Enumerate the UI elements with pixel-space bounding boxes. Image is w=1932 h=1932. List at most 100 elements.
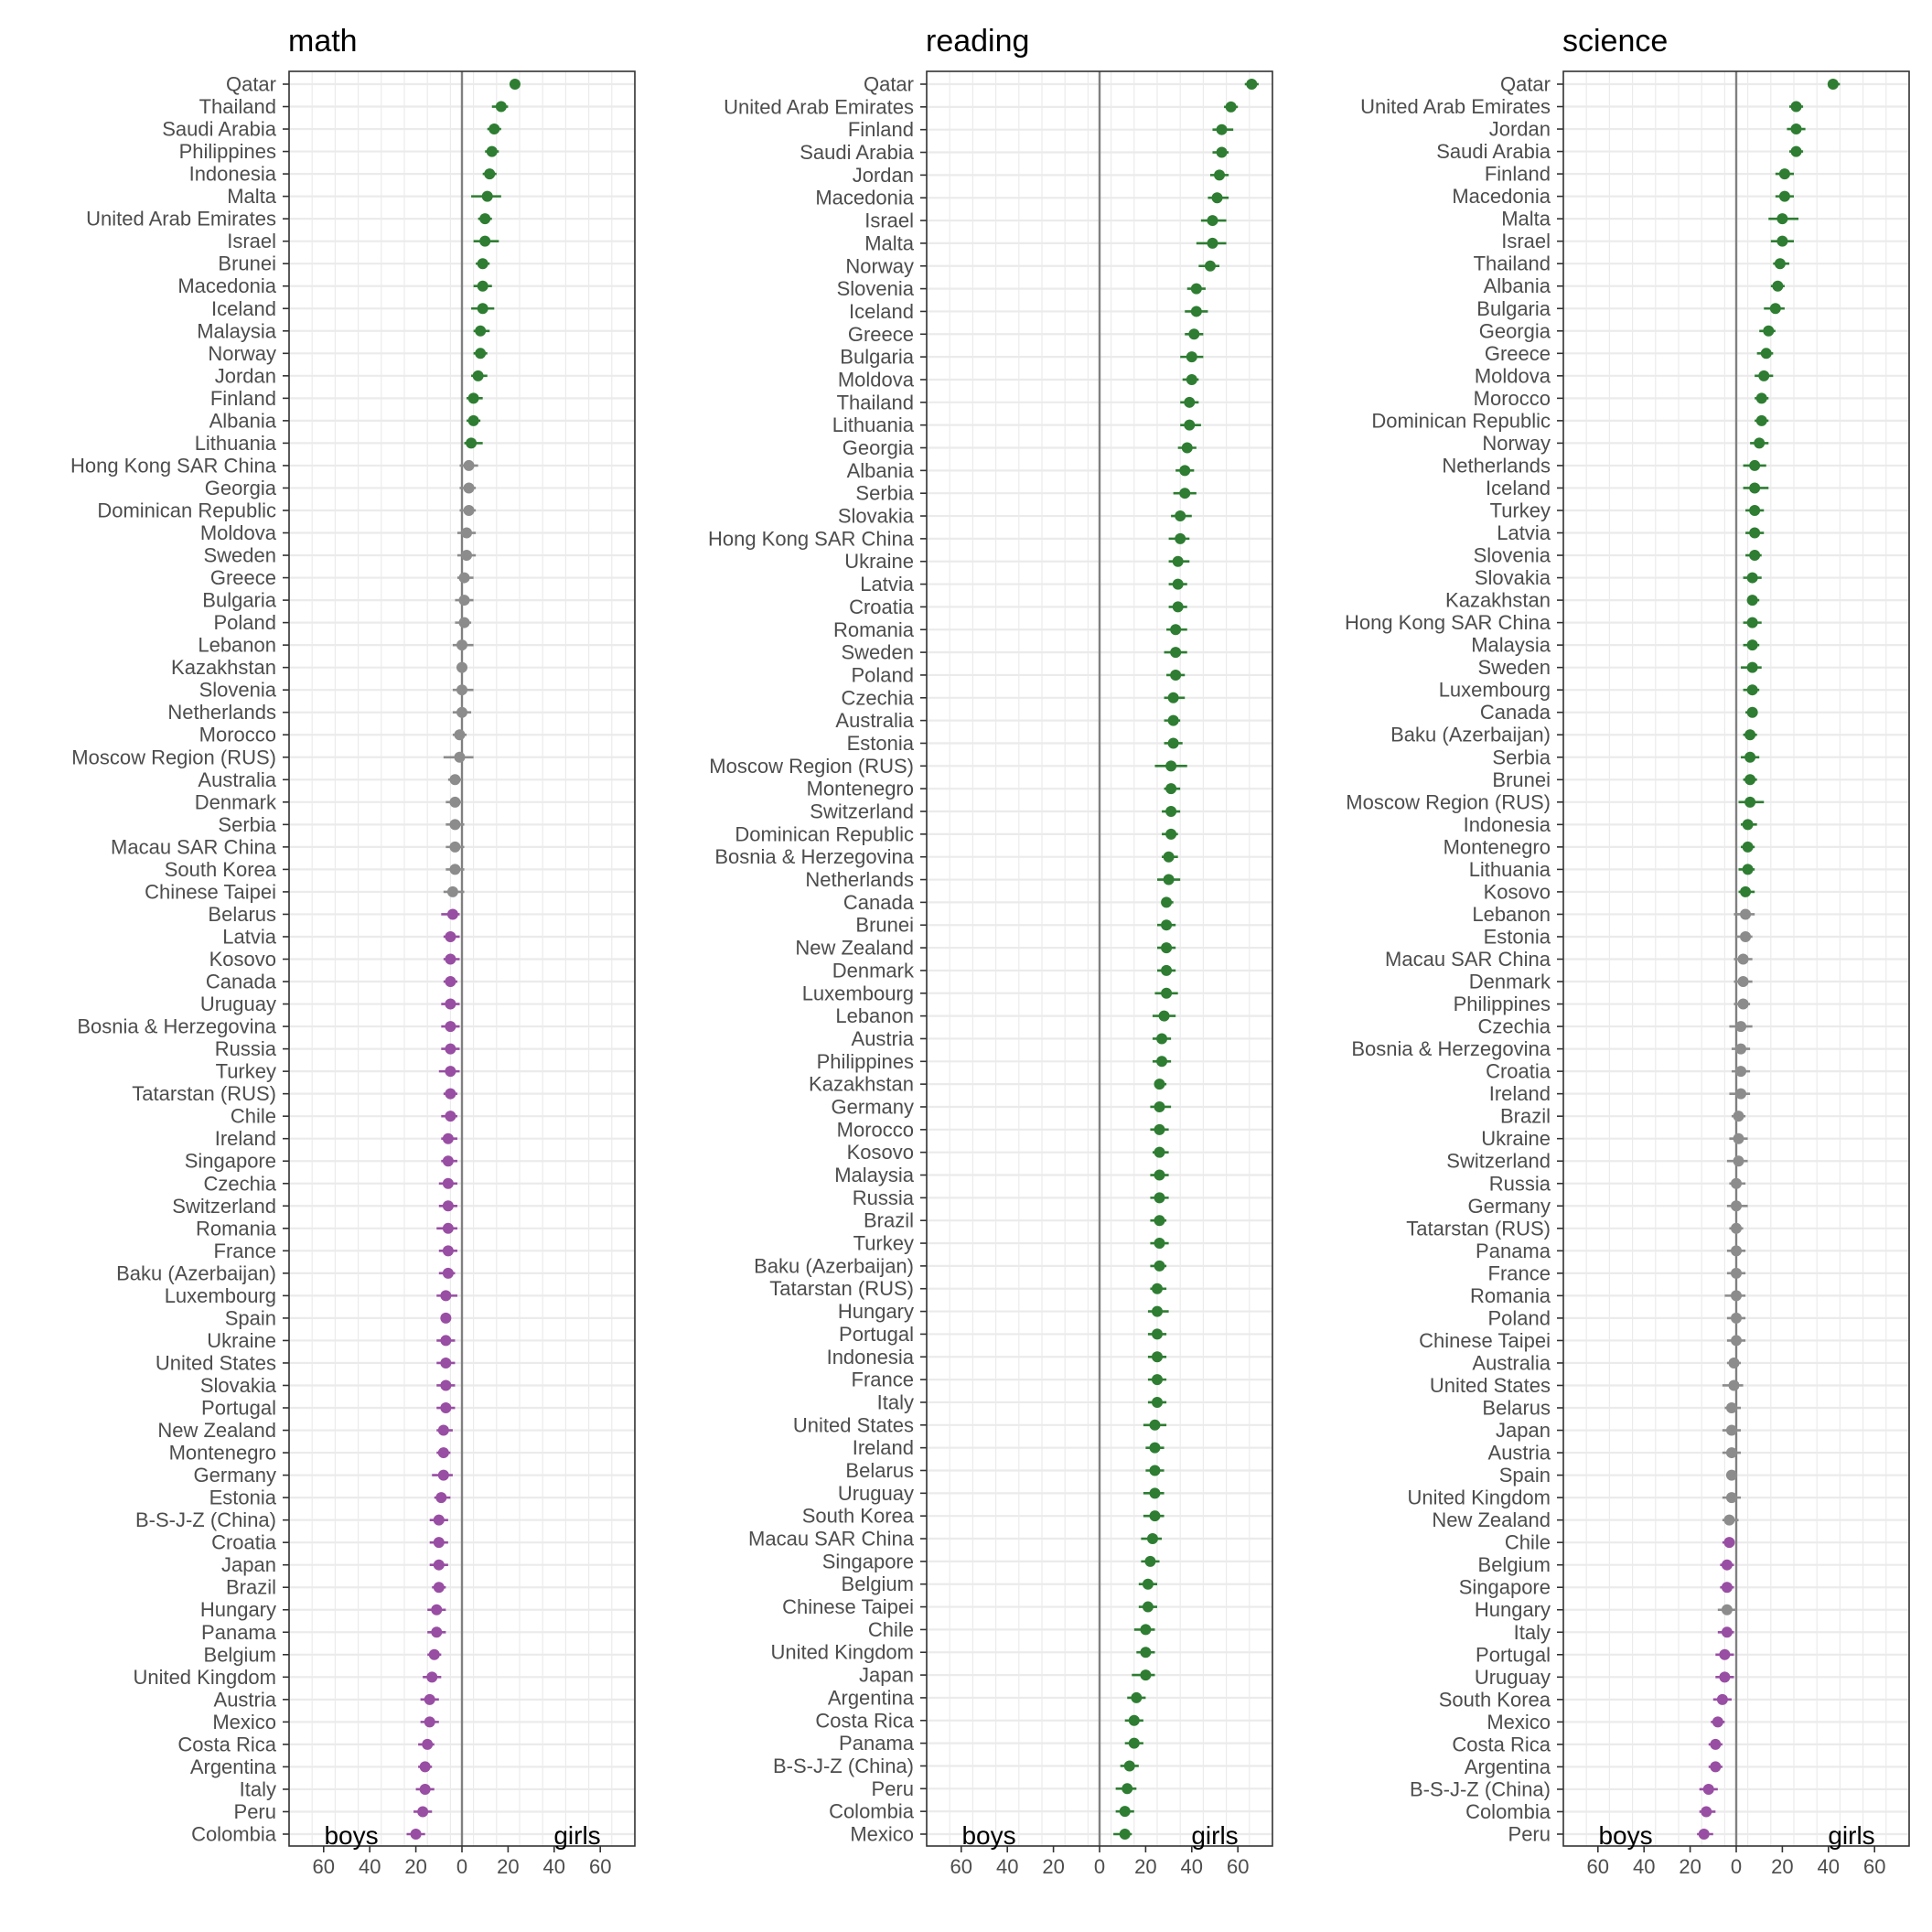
country-label: Macedonia [177, 274, 276, 297]
data-point [1772, 280, 1784, 292]
data-point [445, 1088, 456, 1100]
x-tick-label: 60 [950, 1855, 972, 1878]
data-point [1152, 1283, 1163, 1294]
country-label: Austria [214, 1688, 277, 1711]
data-point [1774, 258, 1786, 270]
data-point [1778, 190, 1790, 202]
data-point [1161, 896, 1173, 908]
country-label: Macau SAR China [748, 1528, 915, 1551]
data-point [433, 1559, 445, 1571]
data-point [1152, 1396, 1163, 1408]
country-label: Netherlands [805, 868, 914, 891]
data-point [433, 1537, 445, 1549]
country-label: Brazil [1500, 1105, 1551, 1128]
data-point [1746, 684, 1758, 696]
country-label: Bosnia & Herzegovina [714, 845, 914, 868]
data-point [458, 572, 470, 584]
country-label: Moscow Region (RUS) [1346, 790, 1551, 813]
data-point [440, 1402, 452, 1414]
data-point [1749, 527, 1761, 539]
x-tick-label: 0 [456, 1855, 467, 1878]
country-label: Canada [1480, 701, 1551, 724]
country-label: Kosovo [209, 948, 276, 971]
data-point [1142, 1578, 1154, 1590]
country-label: Turkey [1490, 499, 1551, 521]
country-label: Moldova [200, 521, 277, 544]
country-label: Chile [231, 1105, 276, 1128]
country-label: Switzerland [810, 800, 914, 823]
x-tick-label: 40 [1818, 1855, 1840, 1878]
country-label: Sweden [841, 641, 914, 664]
data-point [1746, 595, 1758, 606]
country-label: Kazakhstan [1445, 589, 1551, 612]
country-label: Italy [240, 1777, 276, 1800]
panel-title: reading [926, 24, 1029, 59]
data-point [458, 595, 470, 606]
country-label: Estonia [209, 1487, 277, 1509]
data-point [1749, 459, 1761, 471]
x-tick-label: 20 [1679, 1855, 1701, 1878]
data-point [1184, 396, 1196, 408]
data-point [449, 774, 461, 786]
country-label: Lithuania [195, 432, 277, 455]
data-point [445, 953, 456, 965]
data-point [1152, 1328, 1163, 1340]
country-label: Uruguay [200, 993, 276, 1015]
data-point [1721, 1626, 1733, 1638]
country-label: Jordan [1489, 118, 1551, 141]
country-label: Israel [227, 230, 276, 252]
data-point [1204, 260, 1216, 272]
data-point [1776, 213, 1788, 225]
country-label: Malaysia [834, 1164, 915, 1186]
country-label: Portugal [1476, 1643, 1551, 1666]
data-point [1778, 168, 1790, 180]
country-label: Moldova [1475, 364, 1551, 387]
data-point [461, 550, 473, 562]
data-point [449, 841, 461, 853]
country-label: Morocco [1474, 387, 1551, 410]
country-label: Baku (Azerbaijan) [754, 1254, 914, 1277]
data-point [431, 1626, 443, 1638]
country-label: Finland [1485, 163, 1551, 186]
country-label: South Korea [165, 858, 277, 881]
country-label: Australia [198, 768, 276, 791]
data-point [437, 1447, 449, 1459]
data-point [1142, 1601, 1154, 1613]
country-label: Iceland [211, 297, 276, 320]
data-point [479, 213, 491, 225]
data-point [1207, 237, 1218, 249]
data-point [1154, 1192, 1165, 1204]
country-label: Singapore [822, 1550, 914, 1572]
country-label: United Kingdom [1407, 1487, 1551, 1509]
x-tick-label: 40 [359, 1855, 381, 1878]
data-point [442, 1132, 454, 1144]
country-label: Slovenia [1474, 544, 1551, 567]
data-point [1749, 482, 1761, 494]
country-label: Macau SAR China [111, 835, 277, 858]
country-label: Israel [864, 209, 914, 232]
data-point [1755, 392, 1767, 404]
country-label: Ukraine [1481, 1127, 1551, 1150]
data-point [445, 1066, 456, 1078]
country-label: Lithuania [1469, 858, 1551, 881]
data-point [445, 1021, 456, 1033]
country-label: Colombia [1465, 1800, 1551, 1823]
country-label: Singapore [1459, 1576, 1551, 1599]
country-label: Russia [1489, 1172, 1551, 1195]
data-point [1733, 1155, 1744, 1167]
country-label: United States [1430, 1374, 1551, 1397]
country-label: Bulgaria [1476, 297, 1551, 320]
country-label: Morocco [837, 1118, 914, 1141]
country-label: Norway [845, 254, 914, 277]
country-label: Peru [234, 1800, 276, 1823]
country-label: Croatia [849, 596, 915, 618]
data-point [1702, 1783, 1714, 1795]
country-label: Philippines [817, 1050, 914, 1073]
country-label: Slovakia [838, 505, 915, 528]
country-label: Turkey [853, 1232, 914, 1255]
country-label: Brazil [864, 1209, 914, 1232]
country-label: Australia [1472, 1351, 1551, 1374]
country-label: Philippines [179, 140, 276, 163]
data-point [1140, 1624, 1152, 1636]
